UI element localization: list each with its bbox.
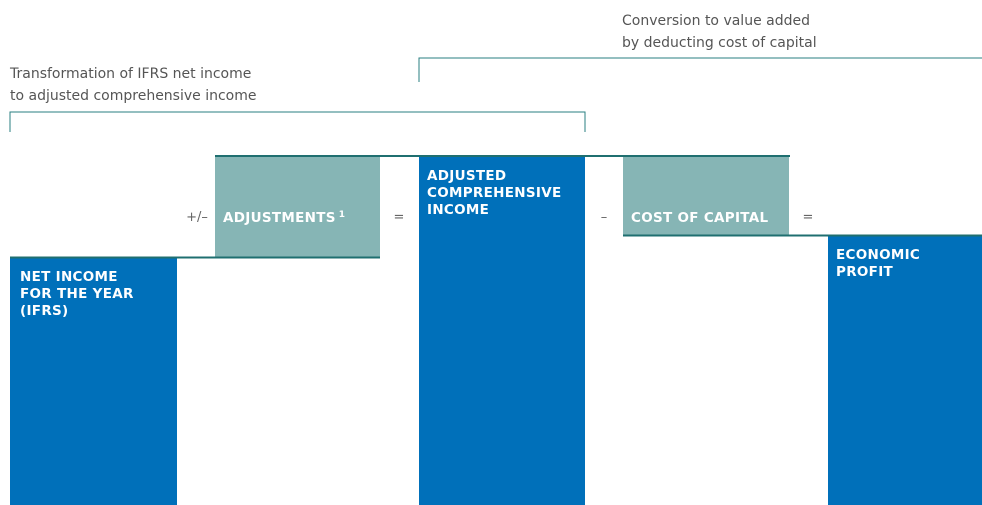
box [419,157,585,505]
box-label: FOR THE YEAR [20,286,134,302]
operator: +/– [186,210,208,225]
box-label: PROFIT [836,264,894,280]
box-label: COST OF CAPITAL [631,210,768,226]
box-label: ECONOMIC [836,247,920,263]
bracket [9,111,586,132]
box-label: INCOME [427,202,489,218]
box [215,157,380,257]
operator: – [601,210,608,225]
operator: = [394,210,405,225]
box [828,236,982,505]
box-label: ADJUSTMENTS [223,210,336,226]
box-label: COMPREHENSIVE [427,185,561,201]
box-label: (IFRS) [20,303,69,319]
footnote-marker: 1 [339,210,346,220]
box-label: NET INCOME [20,269,118,285]
box [623,157,789,235]
operator: = [803,210,814,225]
bracket-label: Conversion to value added [622,13,810,29]
box-label: ADJUSTED [427,168,506,184]
box [10,258,177,505]
bracket [418,57,982,82]
bracket-label: to adjusted comprehensive income [10,88,256,104]
bracket-label: by deducting cost of capital [622,35,817,51]
bracket-label: Transformation of IFRS net income [9,66,251,82]
